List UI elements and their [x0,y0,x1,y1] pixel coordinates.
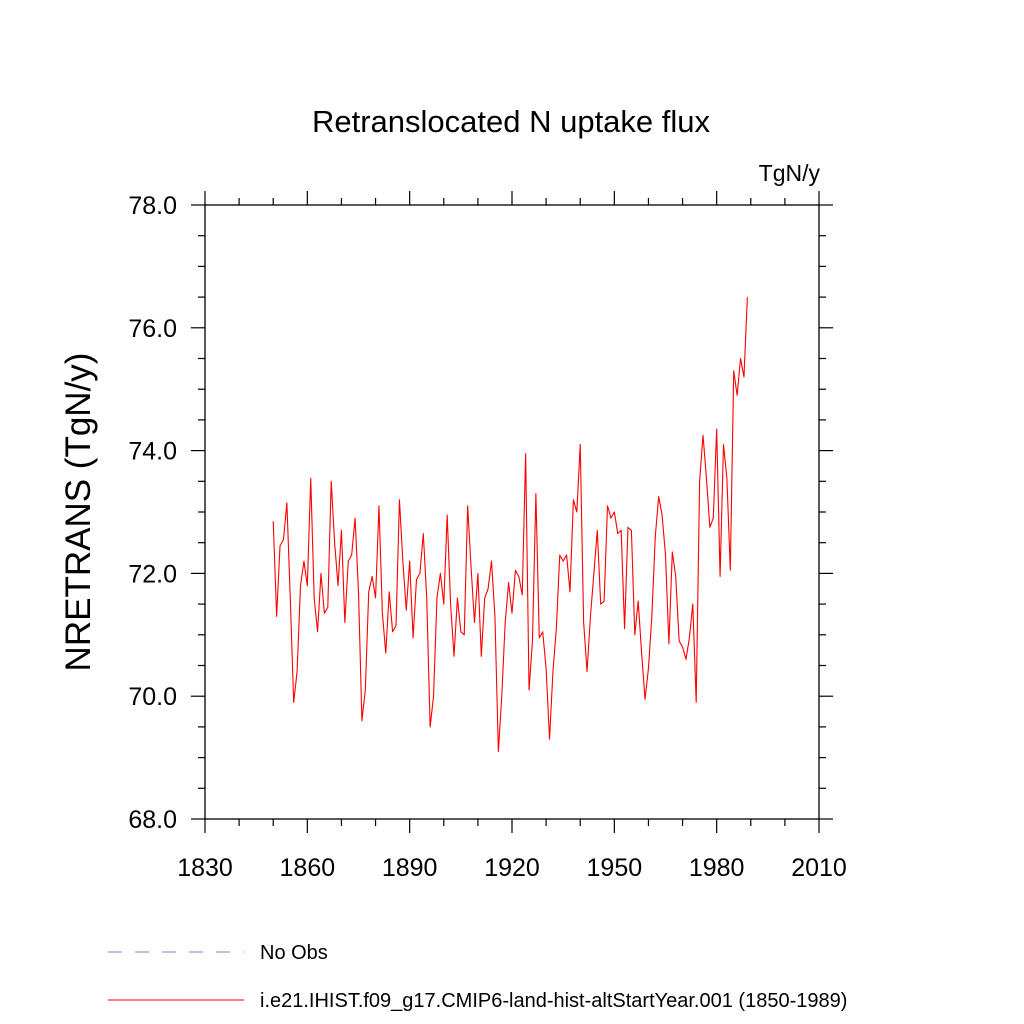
y-tick-label: 76.0 [128,315,177,343]
plot-frame [204,204,820,820]
y-tick-label: 74.0 [128,438,177,466]
x-tick-label: 1890 [382,854,438,882]
legend: No Obs i.e21.IHIST.f09_g17.CMIP6-land-hi… [108,942,847,1012]
y-tick-label: 72.0 [128,560,177,588]
y-tick-label: 78.0 [128,192,177,220]
x-tick-label: 1950 [587,854,643,882]
y-tick-label: 68.0 [128,806,177,834]
units-label: TgN/y [759,160,821,186]
x-tick-label: 1980 [689,854,745,882]
x-tick-label: 1860 [280,854,336,882]
chart-title: Retranslocated N uptake flux [312,104,711,139]
x-tick-label: 1830 [177,854,233,882]
legend-label-no-obs: No Obs [260,942,328,964]
axis-ticks [191,191,833,833]
x-tick-label: 2010 [791,854,847,882]
y-axis-label: NRETRANS (TgN/y) [59,353,98,672]
series-layer [272,297,748,753]
legend-label-simulation: i.e21.IHIST.f09_g17.CMIP6-land-hist-altS… [260,990,847,1012]
y-tick-label: 70.0 [128,683,177,711]
series-line [272,297,748,753]
x-tick-label: 1920 [484,854,540,882]
tick-labels: 1830 1860 1890 1920 1950 1980 2010 68.0 70.0 72.0… [128,192,846,882]
